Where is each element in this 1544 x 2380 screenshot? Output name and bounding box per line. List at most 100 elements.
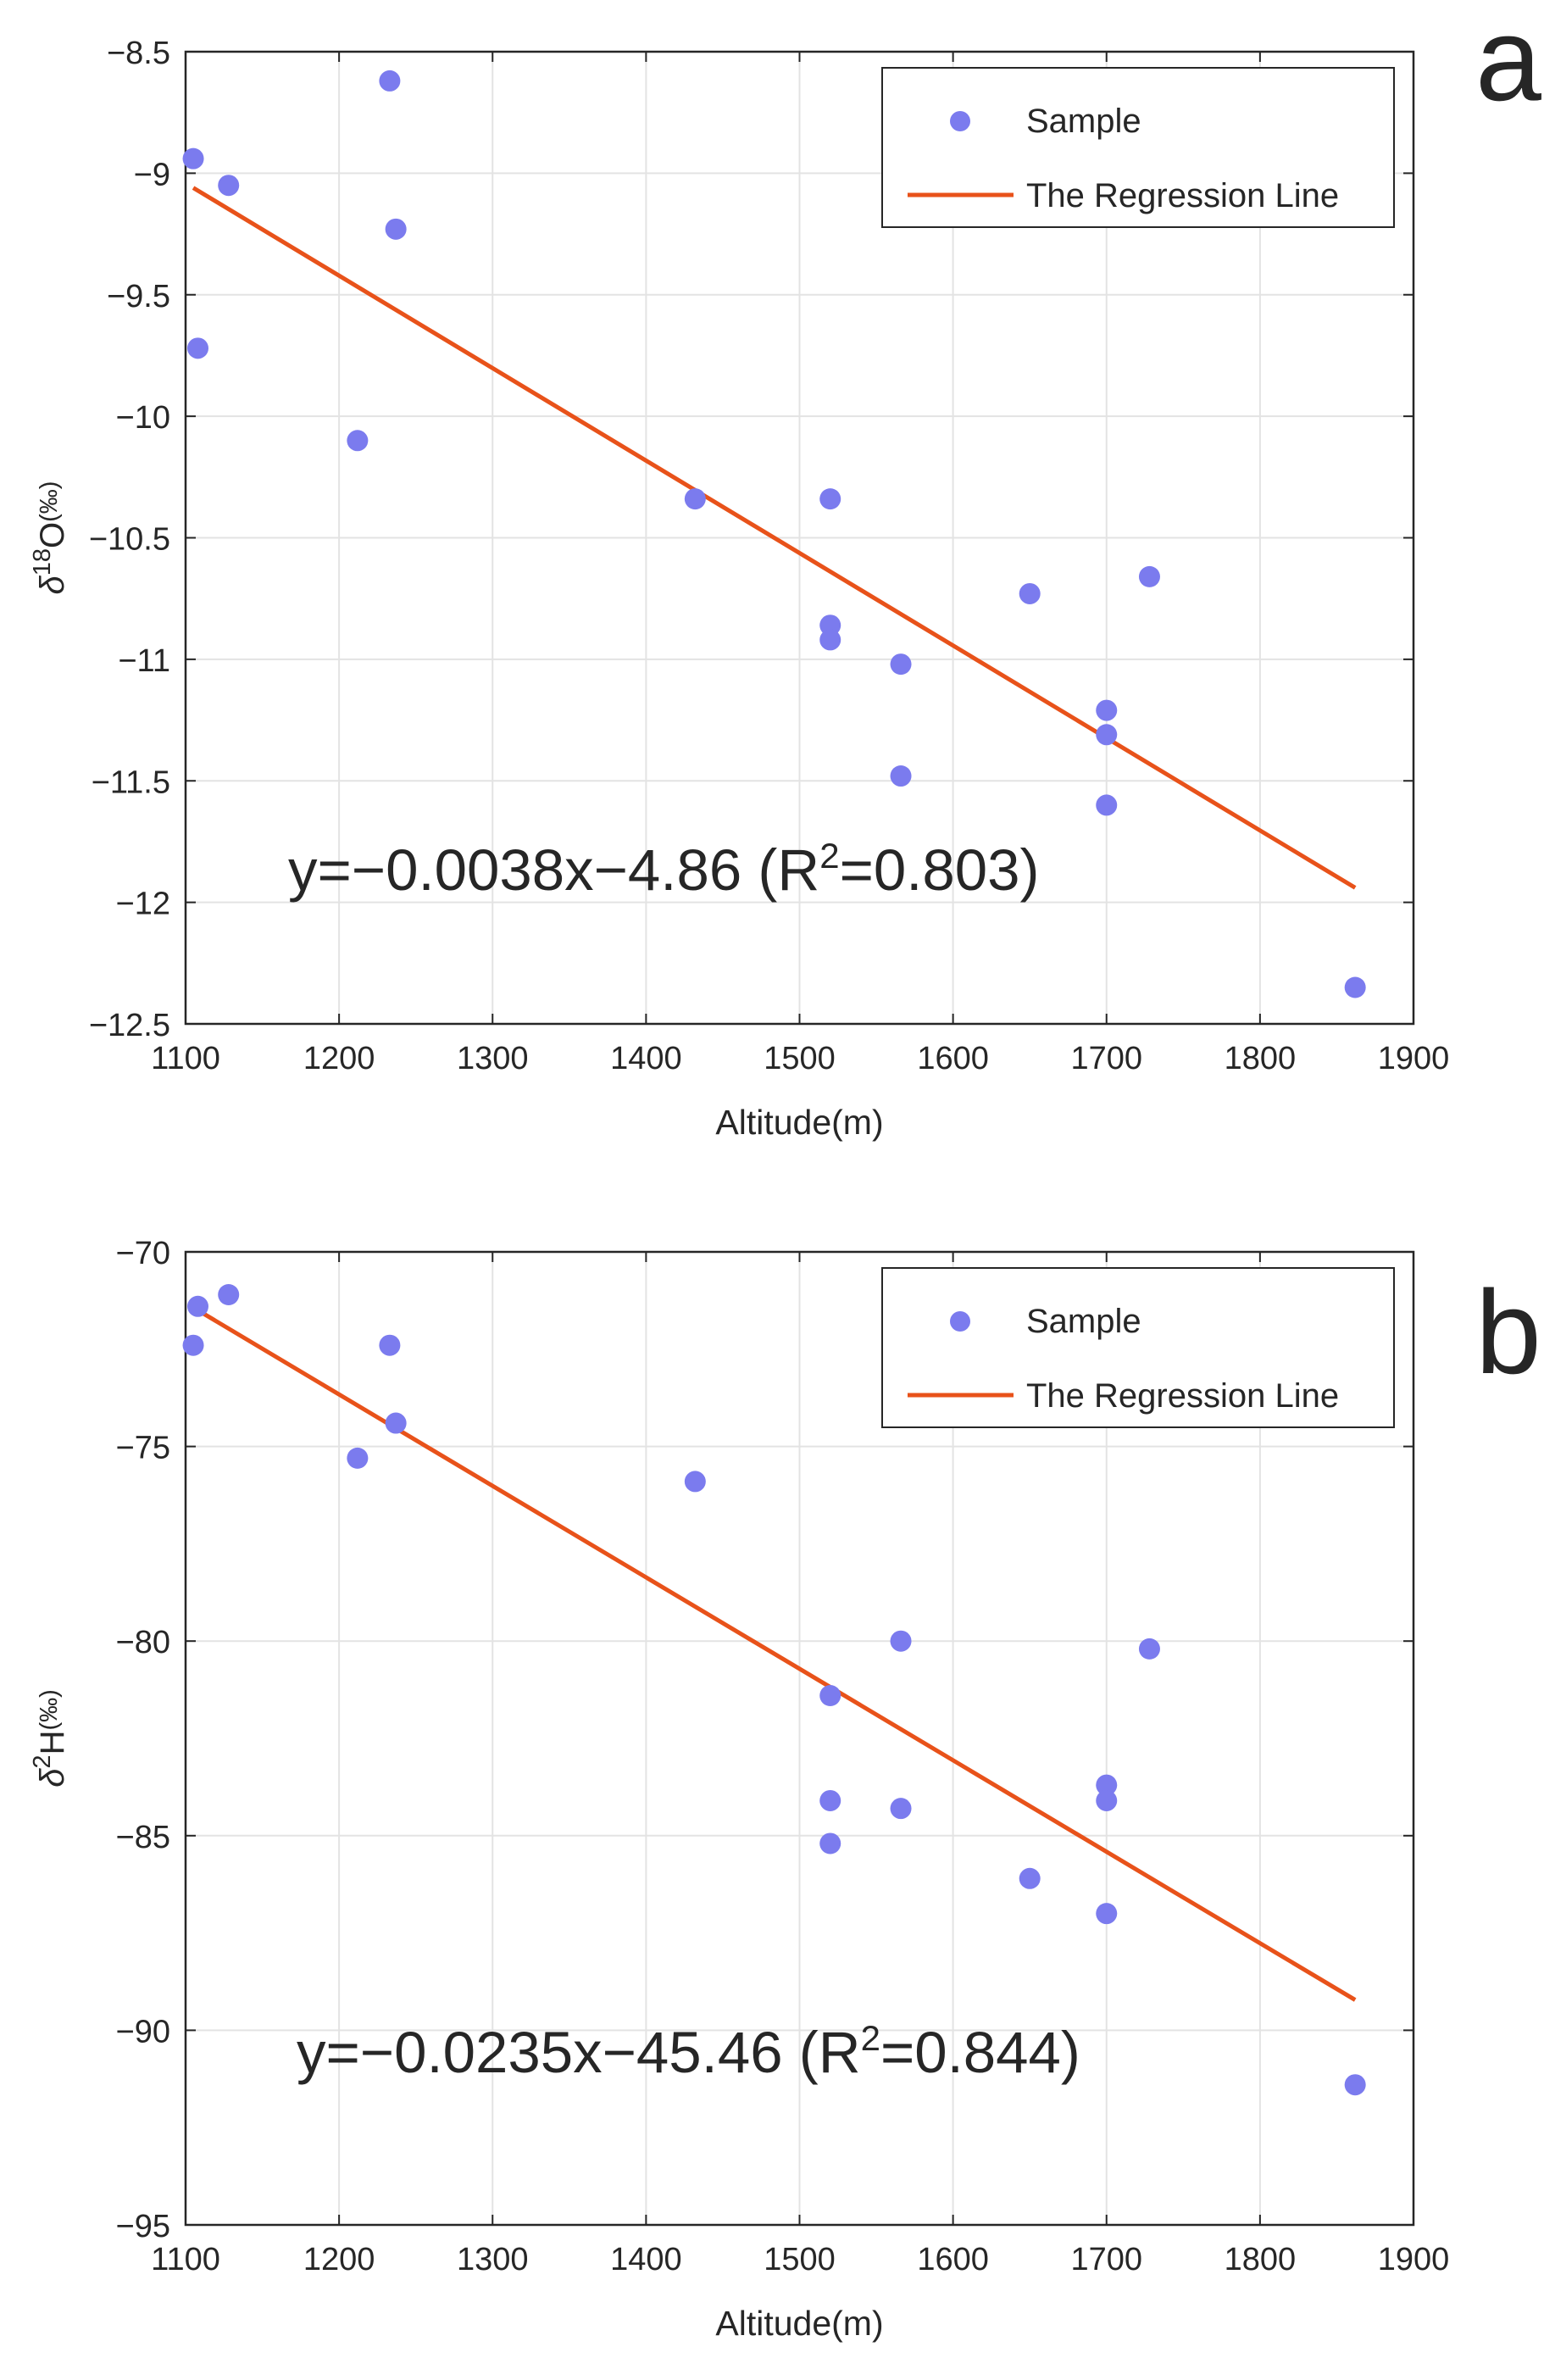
x-tick-label: 1100 xyxy=(151,1041,220,1076)
legend-box xyxy=(881,67,1395,228)
y-tick-label: −95 xyxy=(116,2209,170,2244)
y-axis-label-unit: (‰) xyxy=(36,481,63,522)
sample-point xyxy=(819,1684,841,1706)
y-axis-label-symbol: δ xyxy=(34,575,71,594)
regression-equation: y=−0.0038x−4.86 (R2=0.803) xyxy=(288,836,1040,903)
x-tick-label: 1500 xyxy=(764,1041,836,1076)
equation-lead: y=−0.0038x−4.86 (R xyxy=(288,837,819,903)
sample-point xyxy=(819,1832,841,1855)
regression-equation: y=−0.0235x−45.46 (R2=0.844) xyxy=(297,2018,1080,2085)
y-tick-label: −10 xyxy=(116,400,170,436)
equation-tail: =0.803) xyxy=(840,837,1040,903)
y-tick-label: −9 xyxy=(134,157,170,192)
sample-point xyxy=(819,614,841,637)
y-tick-label: −80 xyxy=(116,1625,170,1660)
sample-point xyxy=(1138,565,1160,587)
equation-superscript: 2 xyxy=(861,2018,880,2058)
sample-point xyxy=(186,1295,208,1317)
sample-point xyxy=(1096,724,1118,746)
x-tick-label: 1400 xyxy=(610,1041,682,1076)
x-tick-label: 1400 xyxy=(610,2242,682,2277)
y-tick-label: −11 xyxy=(118,643,170,679)
y-axis-label-main: O xyxy=(34,522,71,548)
x-tick-label: 1500 xyxy=(764,2242,836,2277)
sample-point xyxy=(684,488,706,510)
sample-point xyxy=(379,1334,401,1356)
sample-point xyxy=(218,175,240,197)
regression-line xyxy=(192,186,1357,890)
sample-point xyxy=(379,70,401,92)
y-axis-label-superscript: 2 xyxy=(29,1754,56,1768)
legend-sample-marker xyxy=(950,111,970,131)
sample-point xyxy=(1344,976,1366,998)
y-axis-label: δ2H(‰) xyxy=(29,1689,71,1788)
y-tick-label: −12 xyxy=(116,887,170,922)
y-tick-label: −11.5 xyxy=(92,765,170,800)
sample-point xyxy=(1096,1903,1118,1925)
legend-sample-marker xyxy=(950,1311,970,1332)
sample-point xyxy=(1019,582,1041,604)
sample-point xyxy=(218,1284,240,1306)
sample-point xyxy=(1096,1774,1118,1796)
panel-a: 1100 1200 1300 1400 1500 1600 1700 1800 1900 −8.5… xyxy=(29,0,1541,1142)
x-axis-label: Altitude(m) xyxy=(715,1103,883,1142)
y-tick-label: −10.5 xyxy=(89,522,170,558)
sample-point xyxy=(347,1447,369,1469)
x-tick-label: 1200 xyxy=(303,2242,375,2277)
x-tick-label: 1600 xyxy=(917,1041,989,1076)
equation-lead: y=−0.0235x−45.46 (R xyxy=(297,2020,861,2085)
equation-superscript: 2 xyxy=(819,836,839,876)
x-tick-label: 1900 xyxy=(1378,2242,1450,2277)
sample-point xyxy=(385,218,407,240)
y-tick-label: −90 xyxy=(116,2014,170,2049)
sample-point xyxy=(1019,1867,1041,1889)
sample-point xyxy=(890,1798,912,1820)
y-tick-label: −75 xyxy=(116,1431,170,1466)
sample-point xyxy=(385,1412,407,1434)
sample-point xyxy=(1138,1638,1160,1660)
legend: Sample The Regression Line xyxy=(881,67,1395,228)
sample-point xyxy=(1096,699,1118,721)
panel-letter: a xyxy=(1475,0,1541,125)
x-tick-label: 1300 xyxy=(457,2242,529,2277)
y-tick-label: −70 xyxy=(116,1236,170,1271)
x-tick-label: 1700 xyxy=(1070,1041,1142,1076)
y-axis-label-superscript: 18 xyxy=(29,548,56,576)
legend-sample-label: Sample xyxy=(1026,1303,1141,1340)
y-tick-label: −12.5 xyxy=(89,1008,170,1043)
sample-point xyxy=(890,1630,912,1652)
x-tick-label: 1800 xyxy=(1225,2242,1297,2277)
sample-point xyxy=(890,765,912,787)
x-tick-label: 1700 xyxy=(1070,2242,1142,2277)
y-axis-label: δ18O(‰) xyxy=(29,481,71,595)
x-axis-label: Altitude(m) xyxy=(715,2304,883,2343)
y-axis-label-main: H xyxy=(34,1731,71,1755)
sample-point xyxy=(684,1471,706,1493)
legend-regression-label: The Regression Line xyxy=(1026,1377,1339,1415)
sample-point xyxy=(819,629,841,651)
panel-b: 1100 1200 1300 1400 1500 1600 1700 1800 1900 −70 −… xyxy=(29,1236,1541,2343)
sample-point xyxy=(1344,2074,1366,2096)
sample-point xyxy=(1096,1789,1118,1811)
sample-point xyxy=(1096,794,1118,816)
x-tick-label: 1800 xyxy=(1225,1041,1297,1076)
y-tick-label: −9.5 xyxy=(107,279,170,314)
equation-tail: =0.844) xyxy=(880,2020,1080,2085)
x-tick-label: 1900 xyxy=(1378,1041,1450,1076)
sample-point xyxy=(347,430,369,452)
legend: Sample The Regression Line xyxy=(881,1267,1395,1428)
y-tick-label: −85 xyxy=(116,1820,170,1855)
legend-sample-label: Sample xyxy=(1026,103,1141,140)
legend-regression-label: The Regression Line xyxy=(1026,177,1339,214)
sample-point xyxy=(182,147,204,170)
sample-point xyxy=(890,653,912,676)
x-tick-label: 1600 xyxy=(917,2242,989,2277)
y-axis-label-unit: (‰) xyxy=(36,1689,63,1730)
sample-point xyxy=(819,488,841,510)
y-axis-label-symbol: δ xyxy=(34,1768,71,1788)
x-tick-label: 1100 xyxy=(151,2242,220,2277)
x-tick-label: 1300 xyxy=(457,1041,529,1076)
sample-point xyxy=(186,337,208,359)
sample-point xyxy=(819,1789,841,1811)
